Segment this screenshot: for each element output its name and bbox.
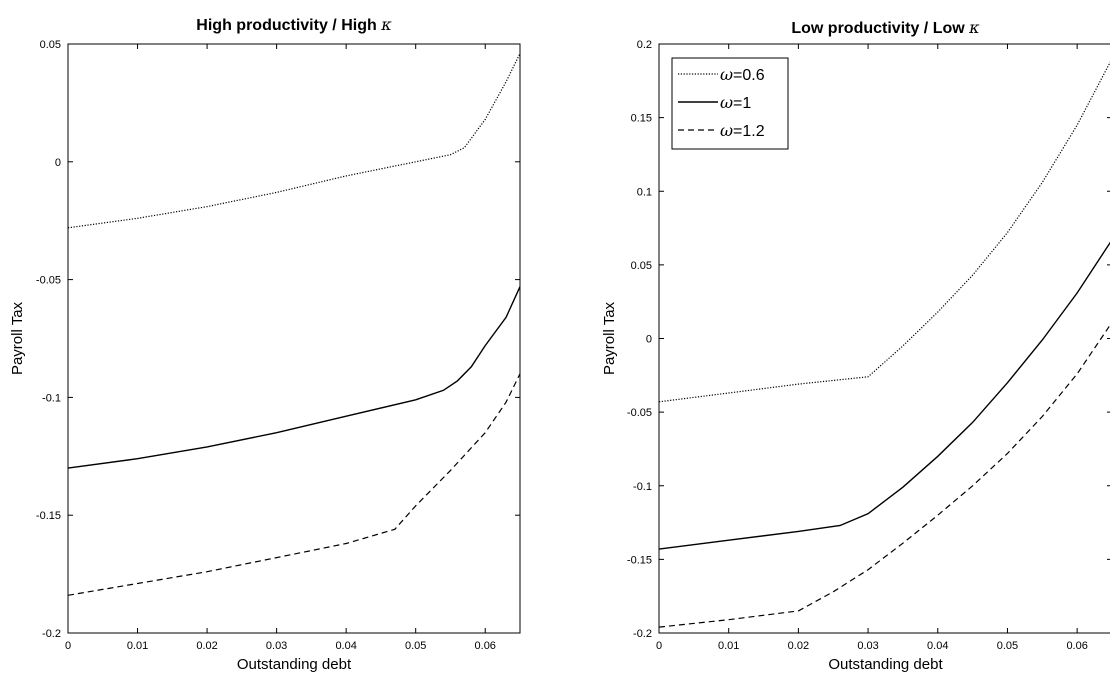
x-tick-label: 0.01 xyxy=(718,640,739,652)
legend-label: ω=1.2 xyxy=(720,121,765,140)
y-tick-label: 0.2 xyxy=(637,39,652,51)
series-line-dotted xyxy=(659,61,1110,403)
panel-2: 0 0.01 0.02 0.03 0.04 0.05 0.06 -0.2 -0.15 -0.1 -0… xyxy=(601,18,1110,673)
x-tick-label: 0.05 xyxy=(405,640,426,652)
y-tick-label: 0 xyxy=(646,334,652,346)
x-tick-label: 0 xyxy=(656,640,662,652)
x-tick-label: 0.02 xyxy=(196,640,217,652)
y-axis-label: Payroll Tax xyxy=(601,301,618,375)
series-line-dotted xyxy=(68,53,520,229)
x-tick-label: 0.03 xyxy=(266,640,287,652)
y-tick-label: 0.1 xyxy=(637,186,652,198)
x-tick-label: 0.04 xyxy=(927,640,948,652)
plot-frame xyxy=(67,43,521,634)
x-axis-label: Outstanding debt xyxy=(237,656,352,673)
y-tick-label: -0.15 xyxy=(627,554,652,566)
panel-1: 0 0.01 0.02 0.03 0.04 0.05 0.06 -0.2 -0.15 -0.1 -0… xyxy=(9,15,521,673)
y-tick-label: -0.05 xyxy=(36,275,61,287)
y-tick-label: -0.1 xyxy=(42,392,61,404)
y-tick-label: 0 xyxy=(55,157,61,169)
y-axis-label: Payroll Tax xyxy=(9,301,26,375)
chart-title: Low productivity / Low κ xyxy=(791,18,980,37)
series-line-solid xyxy=(68,286,520,469)
x-axis-label: Outstanding debt xyxy=(828,656,943,673)
legend-label: ω=1 xyxy=(720,93,751,112)
x-tick-label: 0.01 xyxy=(127,640,148,652)
x-tick-label: 0.03 xyxy=(857,640,878,652)
y-tick-label: -0.2 xyxy=(42,628,61,640)
chart-title: High productivity / High κ xyxy=(196,15,392,34)
y-tick-label: -0.1 xyxy=(633,481,652,493)
series-line-solid xyxy=(659,241,1110,550)
y-tick-label: -0.2 xyxy=(633,628,652,640)
y-tick-label: 0.05 xyxy=(631,260,652,272)
y-tick-label: -0.15 xyxy=(36,510,61,522)
x-tick-label: 0.06 xyxy=(1066,640,1087,652)
y-tick-label: 0.05 xyxy=(40,39,61,51)
x-tick-label: 0 xyxy=(65,640,71,652)
x-tick-label: 0.04 xyxy=(335,640,356,652)
x-tick-label: 0.02 xyxy=(788,640,809,652)
legend-label: ω=0.6 xyxy=(720,65,765,84)
series-line-dashed xyxy=(659,324,1110,628)
x-tick-label: 0.06 xyxy=(475,640,496,652)
series-line-dashed xyxy=(68,373,520,596)
y-tick-label: -0.05 xyxy=(627,407,652,419)
legend-box xyxy=(671,57,789,150)
legend: ω=0.6 ω=1 ω=1.2 xyxy=(671,57,789,150)
x-tick-label: 0.05 xyxy=(997,640,1018,652)
y-tick-label: 0.15 xyxy=(631,113,652,125)
